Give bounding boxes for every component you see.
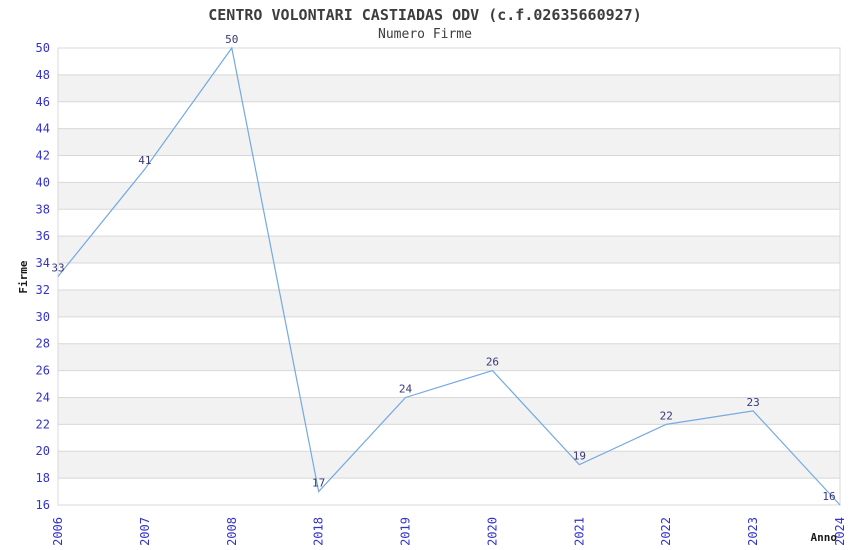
y-tick-label: 44 bbox=[36, 122, 50, 136]
data-label: 50 bbox=[225, 33, 238, 46]
y-tick-label: 34 bbox=[36, 256, 50, 270]
y-tick-label: 40 bbox=[36, 175, 50, 189]
data-label: 16 bbox=[822, 490, 835, 503]
data-label: 41 bbox=[138, 154, 151, 167]
plot-band bbox=[58, 289, 840, 317]
plot-border bbox=[57, 47, 841, 506]
y-tick-label: 30 bbox=[36, 310, 50, 324]
data-line bbox=[57, 46, 841, 506]
y-tick-label: 36 bbox=[36, 229, 50, 243]
y-tick-label: 48 bbox=[36, 68, 50, 82]
plot-band bbox=[58, 74, 840, 102]
data-label: 23 bbox=[746, 396, 759, 409]
chart-title: CENTRO VOLONTARI CASTIADAS ODV (c.f.0263… bbox=[208, 6, 642, 24]
x-tick-label: 2021 bbox=[572, 517, 586, 546]
x-tick-label: 2008 bbox=[225, 517, 239, 546]
x-tick-label: 2023 bbox=[746, 517, 760, 546]
y-tick-label: 38 bbox=[36, 202, 50, 216]
x-axis-title: Anno bbox=[811, 531, 838, 544]
y-tick-label: 18 bbox=[36, 471, 50, 485]
x-tick-label: 2024 bbox=[833, 517, 847, 546]
y-tick-label: 50 bbox=[36, 41, 50, 55]
x-tick-label: 2019 bbox=[399, 517, 413, 546]
y-tick-label: 46 bbox=[36, 95, 50, 109]
plot-band bbox=[58, 128, 840, 156]
data-label: 33 bbox=[51, 262, 64, 275]
plot-band bbox=[58, 397, 840, 425]
chart-subtitle: Numero Firme bbox=[378, 27, 472, 42]
y-tick-label: 42 bbox=[36, 149, 50, 163]
data-label: 19 bbox=[573, 450, 586, 463]
x-tick-label: 2006 bbox=[51, 517, 65, 546]
y-tick-label: 24 bbox=[36, 390, 50, 404]
y-tick-label: 20 bbox=[36, 444, 50, 458]
y-tick-label: 28 bbox=[36, 337, 50, 351]
data-label: 17 bbox=[312, 477, 325, 490]
y-tick-label: 26 bbox=[36, 364, 50, 378]
y-tick-label: 16 bbox=[36, 498, 50, 512]
x-tick-label: 2018 bbox=[312, 517, 326, 546]
x-tick-label: 2022 bbox=[659, 517, 673, 546]
plot-band bbox=[58, 182, 840, 210]
x-tick-label: 2020 bbox=[485, 517, 499, 546]
y-tick-label: 22 bbox=[36, 417, 50, 431]
data-label: 24 bbox=[399, 382, 413, 395]
y-axis-title: Firme bbox=[17, 260, 30, 293]
plot-band bbox=[58, 451, 840, 479]
y-tick-label: 32 bbox=[36, 283, 50, 297]
data-label: 22 bbox=[660, 409, 673, 422]
plot-band bbox=[58, 343, 840, 371]
data-label: 26 bbox=[486, 356, 499, 369]
plot-band bbox=[58, 236, 840, 264]
x-tick-label: 2007 bbox=[138, 517, 152, 546]
